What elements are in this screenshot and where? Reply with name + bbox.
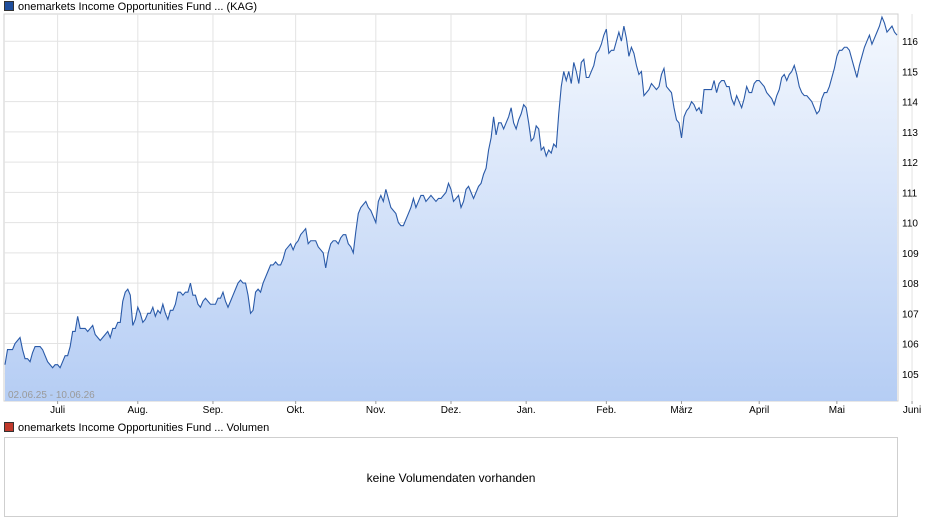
volume-legend-label: onemarkets Income Opportunities Fund ...…	[18, 422, 270, 434]
y-tick-label: 116	[902, 37, 918, 48]
y-tick-label: 105	[902, 370, 919, 381]
volume-legend-swatch	[4, 422, 14, 432]
date-range-label: 02.06.25 - 10.06.26	[8, 390, 95, 401]
price-legend: onemarkets Income Opportunities Fund ...…	[4, 0, 257, 14]
y-tick-label: 111	[902, 188, 918, 199]
y-tick-label: 115	[902, 67, 918, 78]
y-tick-label: 109	[902, 249, 919, 260]
no-volume-message: keine Volumendaten vorhanden	[366, 471, 536, 485]
x-tick-label: Juni	[903, 405, 921, 416]
y-tick-label: 106	[902, 340, 919, 351]
x-axis-ticks: Juli Aug. Sep. Okt. Nov. Dez. Jan. Feb. März Apri…	[50, 401, 921, 416]
x-tick-label: Sep.	[203, 405, 224, 416]
x-tick-label: März	[670, 405, 692, 416]
x-tick-label: Jan.	[517, 405, 536, 416]
price-line	[4, 15, 898, 369]
x-tick-label: Dez.	[441, 405, 462, 416]
y-tick-label: 107	[902, 309, 919, 320]
x-tick-label: Mai	[829, 405, 845, 416]
volume-legend: onemarkets Income Opportunities Fund ...…	[4, 421, 269, 435]
y-axis-ticks: 105 106 107 108 109 110 111 112 113 114 115 116	[902, 37, 919, 381]
price-chart: 105 106 107 108 109 110 111 112 113 114 115 116 Jul…	[3, 13, 921, 416]
price-area-fill	[5, 17, 897, 402]
x-tick-label: Nov.	[366, 405, 386, 416]
x-tick-label: Juli	[50, 405, 65, 416]
y-tick-label: 112	[902, 158, 918, 169]
price-legend-swatch	[4, 1, 14, 11]
x-tick-label: Okt.	[286, 405, 304, 416]
price-legend-label: onemarkets Income Opportunities Fund ...…	[18, 1, 258, 13]
y-tick-label: 110	[902, 219, 918, 230]
x-tick-label: Aug.	[128, 405, 149, 416]
volume-panel: keine Volumendaten vorhanden	[4, 437, 898, 517]
y-tick-label: 108	[902, 279, 919, 290]
x-tick-label: Feb.	[596, 405, 616, 416]
y-tick-label: 114	[902, 98, 918, 109]
y-tick-label: 113	[902, 128, 918, 139]
x-tick-label: April	[749, 405, 769, 416]
